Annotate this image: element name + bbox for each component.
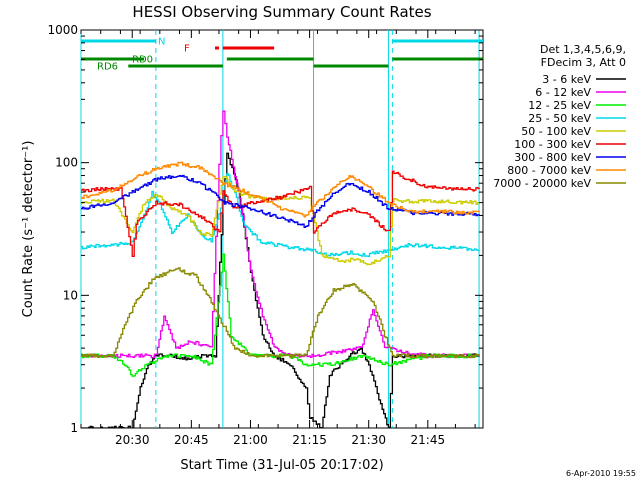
series-group: [81, 110, 480, 428]
y-tick-label: 1000: [47, 23, 78, 37]
data-series-line: [81, 174, 480, 229]
flag-label: N: [158, 37, 165, 48]
legend-label: 7000 - 20000 keV: [493, 177, 591, 190]
legend-header-line: FDecim 3, Att 0: [541, 56, 626, 69]
legend-label: 800 - 7000 keV: [507, 164, 591, 177]
legend-label: 50 - 100 keV: [521, 125, 591, 138]
flag-label: RD6: [97, 62, 118, 73]
y-tick-label: 100: [55, 156, 78, 170]
legend-label: 300 - 800 keV: [514, 151, 591, 164]
x-tick-label: 21:15: [292, 433, 327, 447]
data-series-line: [81, 175, 480, 266]
data-series-line: [81, 161, 480, 218]
footer-timestamp: 6-Apr-2010 19:55: [566, 469, 636, 478]
legend-label: 6 - 12 keV: [535, 86, 591, 99]
legend-label: 3 - 6 keV: [542, 73, 591, 86]
x-tick-label: 20:45: [174, 433, 209, 447]
x-tick-label: 21:45: [411, 433, 446, 447]
flag-label: F: [184, 44, 190, 55]
legend-label: 25 - 50 keV: [528, 112, 591, 125]
data-series-line: [81, 267, 480, 359]
legend-header-line: Det 1,3,4,5,6,9,: [540, 43, 626, 56]
plot-area: N F RD0 RD6 1 10 100 1000 20:30 20:45 21:00 21:15 21…: [47, 23, 484, 447]
flag-label: RD0: [132, 55, 153, 66]
y-axis-label: Count Rate (s⁻¹ detector⁻¹): [21, 141, 36, 318]
x-tick-label: 20:30: [115, 433, 150, 447]
x-tick-label: 21:00: [233, 433, 268, 447]
chart-title: HESSI Observing Summary Count Rates: [132, 3, 431, 21]
legend-label: 12 - 25 keV: [528, 99, 591, 112]
data-series-line: [81, 170, 480, 258]
x-tick-label: 21:30: [351, 433, 386, 447]
data-series-line: [81, 110, 480, 359]
x-axis-label: Start Time (31-Jul-05 20:17:02): [180, 458, 383, 473]
y-tick-label: 1: [70, 421, 78, 435]
legend-label: 100 - 300 keV: [514, 138, 591, 151]
data-series-line: [81, 173, 480, 257]
y-tick-label: 10: [63, 288, 78, 302]
data-series-line: [81, 152, 480, 428]
legend-header: Det 1,3,4,5,6,9, FDecim 3, Att 0: [540, 43, 626, 69]
